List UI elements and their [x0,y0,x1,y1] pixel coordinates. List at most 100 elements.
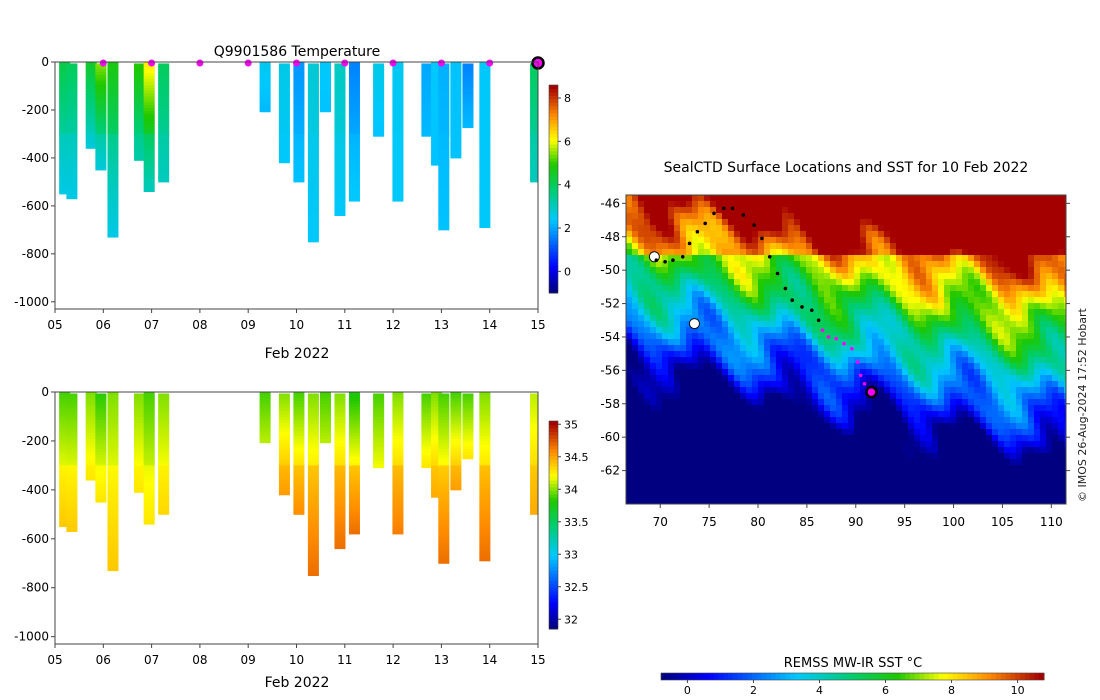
sst-cell [764,363,771,370]
sst-cell [920,195,927,202]
sst-cell [920,207,927,214]
colorbar-swatch [549,452,558,457]
profile-cell [348,186,360,190]
profile-cell [450,424,462,429]
sst-cell [932,243,939,250]
sst-cell [716,207,723,214]
sst-cell [782,405,789,412]
profile-cell [85,436,97,441]
profile-cell [66,440,78,445]
profile-cell [158,77,170,83]
sst-cell [890,213,897,220]
sst-cell [992,207,999,214]
profile-cell [307,179,319,183]
sst-cell [974,237,981,244]
profile-cell [450,155,462,159]
sst-cell [842,363,849,370]
profile-cell [462,89,474,94]
sst-cell [944,261,951,268]
profile-cell [319,85,331,90]
colorbar-swatch [549,466,558,471]
profile-cell [479,502,491,506]
profile-cell [95,103,107,108]
sst-cell [938,339,945,346]
profile-cell [307,92,319,97]
sst-cell [656,333,663,340]
sst-cell [980,261,987,268]
profile-cell [530,484,538,488]
profile-cell [530,86,538,91]
profile-cell [134,487,146,491]
sst-cell [956,231,963,238]
sst-cell [722,243,729,250]
profile-cell [134,396,146,401]
sst-cell [752,339,759,346]
sst-cell [848,387,855,394]
profile-cell [66,480,78,484]
colorbar-swatch [549,445,558,450]
colorbar-swatch [549,438,558,443]
sst-cell [842,207,849,214]
profile-cell [307,97,319,103]
sst-cell [788,309,795,316]
sst-cell [1016,327,1023,334]
profile-cell [438,141,450,145]
profile-cell [158,165,170,169]
sst-cell [908,393,915,400]
sst-cell [752,381,759,388]
profile-cell [293,79,305,84]
sst-cell [818,357,825,364]
sst-cell [812,291,819,298]
sst-cell [770,333,777,340]
profile-cell [107,85,119,90]
profile-cell [85,459,97,464]
sst-cell [722,213,729,220]
profile-cell [95,402,107,407]
sst-cell [626,195,633,202]
profile-cell [95,472,107,476]
profile-cell [307,153,319,157]
profile-cell [530,440,538,445]
profile-cell [66,141,78,145]
colorbar-swatch [549,272,558,277]
profile-cell [348,409,360,414]
sst-cell [1010,363,1017,370]
sst-cell [704,219,711,226]
profile-cell [66,184,78,188]
sst-cell [632,405,639,412]
profile-cell [143,456,155,461]
sst-cell [788,303,795,310]
profile-cell [107,193,119,197]
profile-cell [66,502,78,506]
sst-cell [998,201,1005,208]
sst-cell [1064,345,1066,352]
profile-cell [431,433,443,438]
sst-cell [1052,363,1059,370]
sst-cell [788,387,795,394]
sst-cell [812,375,819,382]
colorbar-tick-label: 34.5 [564,451,589,464]
profile-cell [59,119,71,124]
profile-cell [431,70,443,75]
sst-cell [752,357,759,364]
sst-cell [782,351,789,358]
sst-cell [902,267,909,274]
profile-cell [134,460,146,466]
profile-cell [158,92,170,97]
sst-cell [824,309,831,316]
sst-cell [1004,369,1011,376]
colorbar-swatch [549,500,558,505]
sst-cell [716,243,723,250]
profile-cell [85,64,97,70]
sst-cell [884,375,891,382]
sst-cell [770,369,777,376]
sst-cell [1040,279,1047,286]
sst-cell [998,297,1005,304]
sst-cell [680,243,687,250]
profile-cell [95,465,107,469]
sst-cell [1058,207,1065,214]
profile-cell [334,169,346,173]
profile-cell [95,150,107,154]
sst-cell [872,297,879,304]
profile-cell [307,109,319,114]
